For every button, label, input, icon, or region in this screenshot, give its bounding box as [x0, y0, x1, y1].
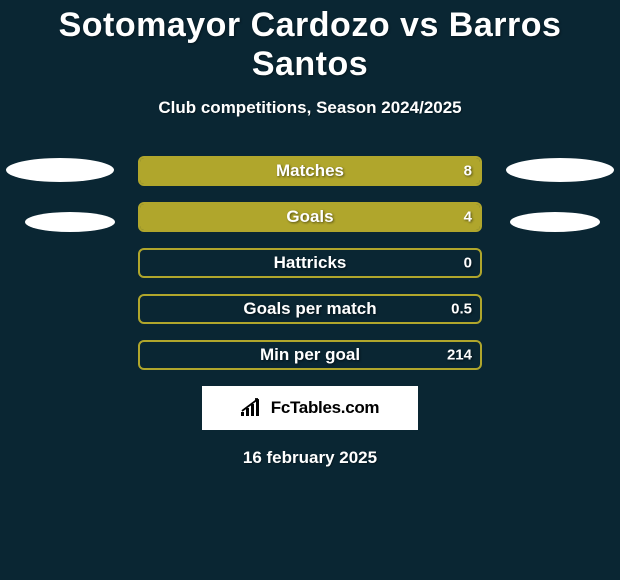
stat-bar-label: Goals per match	[243, 299, 376, 319]
stat-bar-value: 0	[464, 255, 472, 272]
page-title: Sotomayor Cardozo vs Barros Santos	[0, 0, 620, 84]
stat-bar-label: Min per goal	[260, 345, 360, 365]
stat-bar-label: Goals	[286, 207, 333, 227]
branding-text: FcTables.com	[271, 398, 380, 418]
player-left-bubble-1	[6, 158, 114, 182]
stat-bar-value: 4	[464, 209, 472, 226]
stat-bar: Matches 8	[138, 156, 482, 186]
footer-date: 16 february 2025	[0, 448, 620, 468]
stat-bar: Goals per match 0.5	[138, 294, 482, 324]
stat-bar-value: 8	[464, 163, 472, 180]
stat-bar-label: Matches	[276, 161, 344, 181]
page-subtitle: Club competitions, Season 2024/2025	[0, 98, 620, 118]
stat-bar: Min per goal 214	[138, 340, 482, 370]
player-left-bubble-2	[25, 212, 115, 232]
chart-zone: Matches 8 Goals 4 Hattricks 0 Goals per match 0…	[0, 156, 620, 370]
stat-bar-label: Hattricks	[274, 253, 347, 273]
stat-bar-value: 214	[447, 347, 472, 364]
stat-bar: Hattricks 0	[138, 248, 482, 278]
branding-box: FcTables.com	[202, 386, 418, 430]
player-right-bubble-2	[510, 212, 600, 232]
stat-bar: Goals 4	[138, 202, 482, 232]
bars-ascending-icon	[241, 398, 265, 418]
comparison-card: Sotomayor Cardozo vs Barros Santos Club …	[0, 0, 620, 580]
stat-bar-value: 0.5	[451, 301, 472, 318]
stat-bars: Matches 8 Goals 4 Hattricks 0 Goals per match 0…	[138, 156, 482, 370]
player-right-bubble-1	[506, 158, 614, 182]
